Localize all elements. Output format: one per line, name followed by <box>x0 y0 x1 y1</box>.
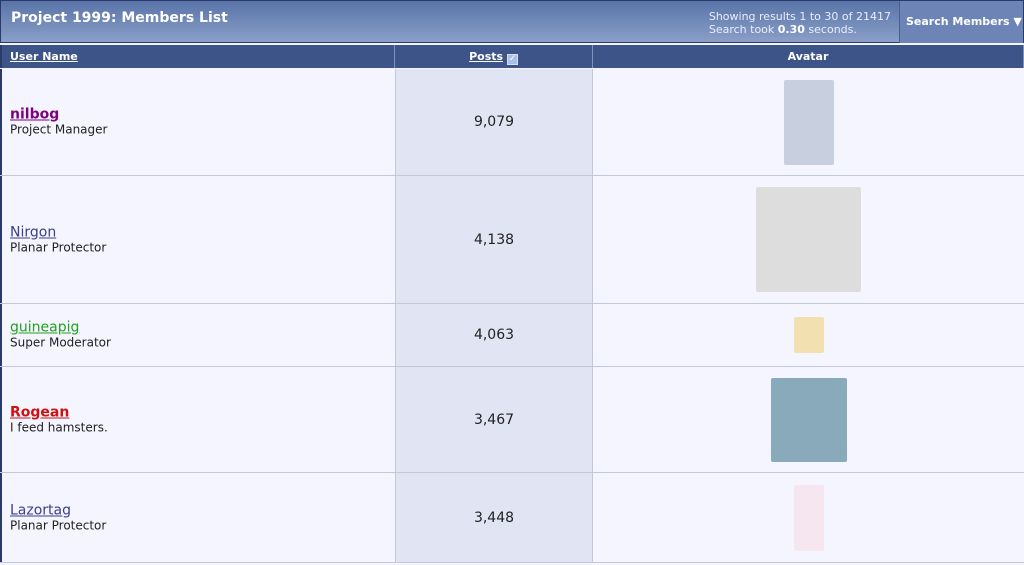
column-header-avatar: Avatar <box>593 45 1024 68</box>
search-time: 0.30 <box>777 23 805 36</box>
avatar[interactable] <box>756 187 861 292</box>
member-row: Rogean I feed hamsters. 3,467 <box>0 367 1024 473</box>
results-info: Showing results 1 to 30 of 21417 Search … <box>709 10 891 36</box>
user-title: Super Moderator <box>10 335 111 350</box>
user-cell: Rogean I feed hamsters. <box>0 367 395 472</box>
username-link[interactable]: Nirgon <box>10 224 57 240</box>
sort-checkbox-icon[interactable]: ✓ <box>506 54 518 65</box>
sort-posts-link[interactable]: Posts <box>469 50 504 63</box>
user-title: I feed hamsters. <box>10 420 108 434</box>
avatar-cell <box>593 473 1024 562</box>
avatar[interactable] <box>793 317 824 353</box>
avatar-cell <box>593 367 1024 472</box>
sort-user-name-link[interactable]: User Name <box>10 50 78 63</box>
avatar[interactable] <box>783 79 834 165</box>
user-title: Project Manager <box>10 122 108 137</box>
username-link[interactable]: nilbog <box>10 106 60 123</box>
posts-count: 3,448 <box>395 473 593 562</box>
user-title: Planar Protector <box>10 518 107 532</box>
member-row: nilbog Project Manager 9,079 <box>0 69 1024 176</box>
posts-count: 9,079 <box>395 69 593 175</box>
member-row: Lazortag Planar Protector 3,448 <box>0 473 1024 563</box>
member-row: guineapig Super Moderator 4,063 <box>0 304 1024 367</box>
search-time-label: Search took <box>708 23 778 36</box>
user-cell: Lazortag Planar Protector <box>0 473 395 562</box>
posts-count: 4,063 <box>395 304 593 366</box>
avatar[interactable] <box>793 484 824 551</box>
results-count: Showing results 1 to 30 of 21417 <box>708 10 891 23</box>
avatar-cell <box>593 176 1024 303</box>
avatar[interactable] <box>770 377 847 462</box>
username-link[interactable]: guineapig <box>10 319 80 336</box>
posts-count: 3,467 <box>395 367 593 472</box>
username-link[interactable]: Lazortag <box>10 502 72 518</box>
posts-count: 4,138 <box>395 176 593 303</box>
search-members-button[interactable]: Search Members ▼ <box>899 1 1023 43</box>
page-header: Project 1999: Members List Showing resul… <box>0 0 1024 43</box>
avatar-cell <box>593 304 1024 366</box>
user-title: Planar Protector <box>10 240 107 254</box>
column-header-posts: Posts ✓ <box>395 45 593 68</box>
user-cell: Nirgon Planar Protector <box>0 176 395 303</box>
page-title: Project 1999: Members List <box>11 10 228 26</box>
column-header-user: User Name <box>0 45 395 68</box>
search-time-suffix: seconds. <box>804 23 857 36</box>
user-cell: nilbog Project Manager <box>0 69 395 175</box>
avatar-cell <box>593 69 1024 175</box>
member-row: Nirgon Planar Protector 4,138 <box>0 176 1024 304</box>
username-link[interactable]: Rogean <box>10 404 70 420</box>
user-cell: guineapig Super Moderator <box>0 304 395 366</box>
